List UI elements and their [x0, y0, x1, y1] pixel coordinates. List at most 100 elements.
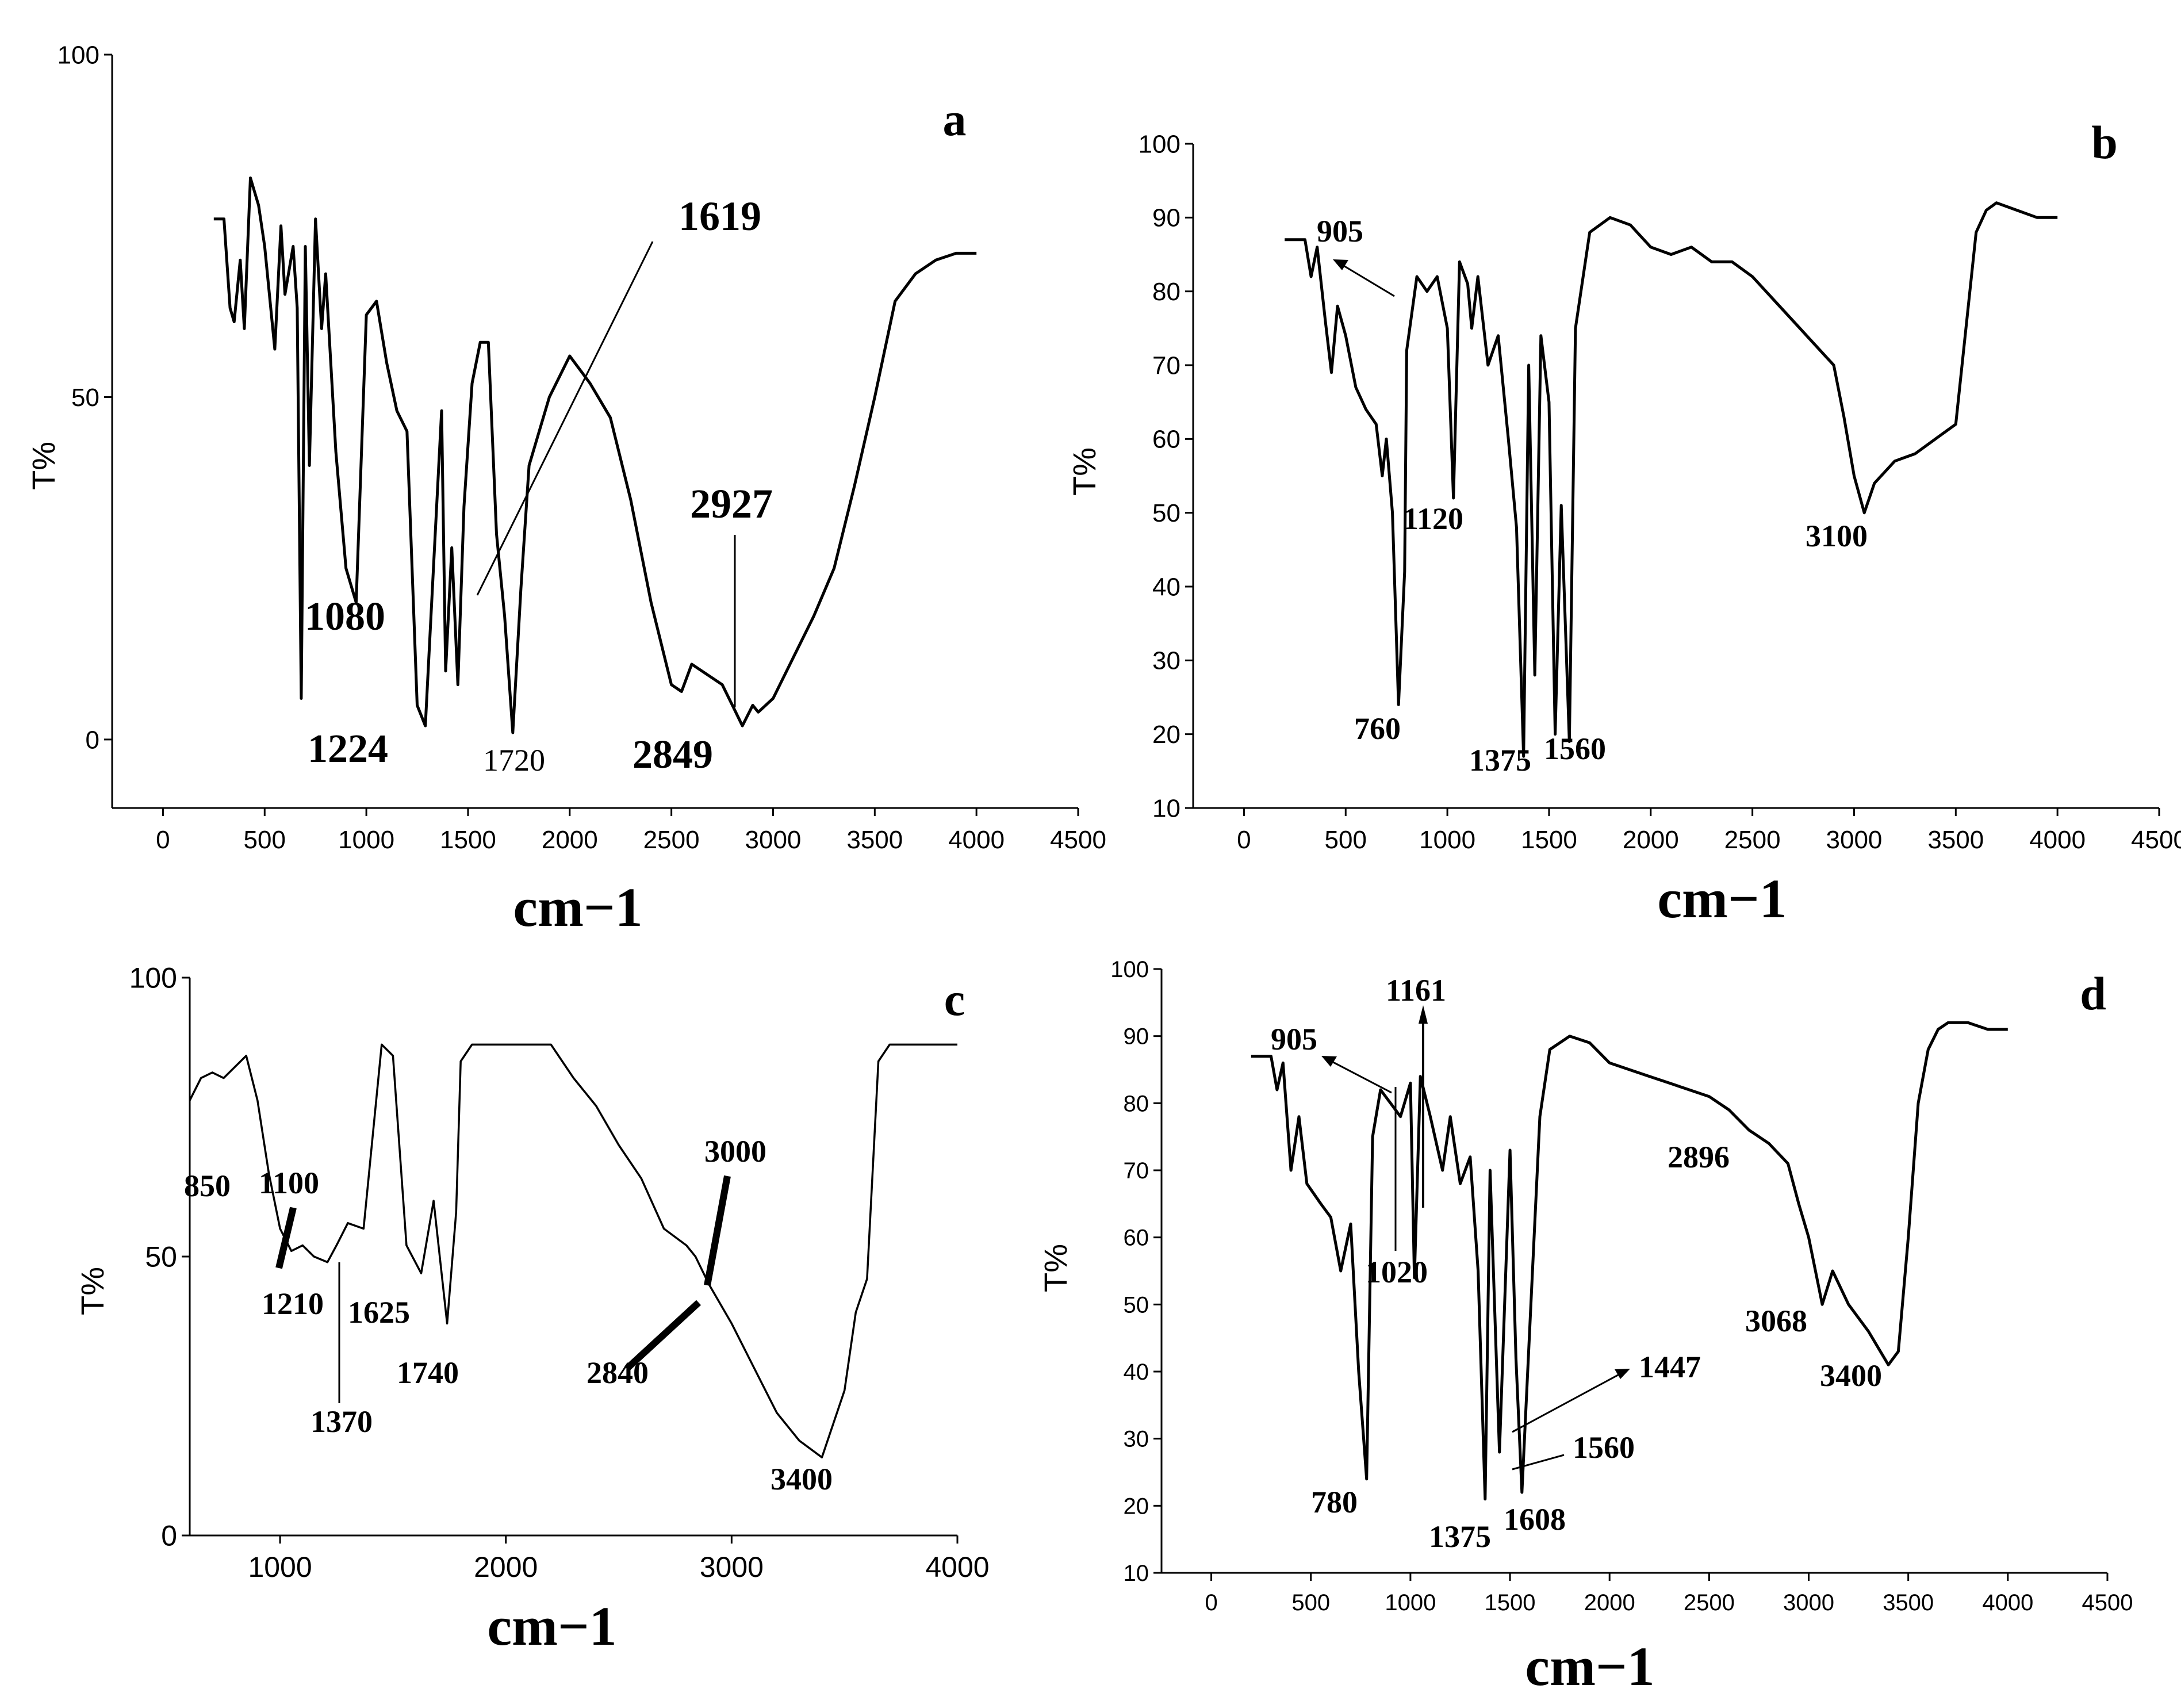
annotation-3400: 3400 [771, 1462, 833, 1496]
annotation-1100: 1100 [259, 1166, 319, 1200]
y-tick-label: 20 [1152, 721, 1180, 749]
y-tick-label: 50 [1152, 499, 1180, 527]
annotation-2927: 2927 [690, 481, 773, 527]
annotation-905: 905 [1271, 1022, 1317, 1056]
y-tick-label: 100 [1110, 957, 1149, 982]
y-tick-label: 80 [1124, 1091, 1149, 1116]
annotation-2896: 2896 [1668, 1140, 1730, 1174]
x-tick-label: 3000 [700, 1551, 764, 1583]
y-tick-label: 60 [1152, 426, 1180, 454]
x-tick-label: 3500 [846, 826, 903, 854]
annotation-780: 780 [1311, 1485, 1358, 1519]
panel-a: a T% cm−1 0 500 1000 1500 2000 2500 3000 3500 40… [25, 41, 1106, 938]
annotation-1619: 1619 [679, 193, 761, 239]
x-tick-label: 0 [1205, 1590, 1217, 1615]
y-tick-label: 100 [1139, 130, 1180, 158]
annotation-arrow-905 [1325, 1057, 1392, 1094]
panel-d-series [1251, 1021, 2008, 1501]
annotation-1080: 1080 [305, 595, 385, 639]
spectrum-line-a [213, 176, 977, 734]
annotation-leader-1560 [1512, 1454, 1565, 1470]
y-tick-label: 20 [1124, 1493, 1149, 1519]
annotation-arrow-1447 [1512, 1370, 1625, 1433]
x-tick-label: 4500 [1050, 826, 1106, 854]
annotation-905: 905 [1317, 214, 1363, 248]
panel-b-annotations: 905 1120 760 1375 1560 3100 [1317, 214, 1868, 778]
panel-b-label: b [2091, 116, 2118, 168]
panel-c-series [189, 1043, 957, 1458]
spectrum-line-c [189, 1043, 957, 1458]
panel-d-axes: 0 500 1000 1500 2000 2500 3000 3500 4000 45001020… [1110, 957, 2133, 1615]
annotation-1375: 1375 [1469, 743, 1531, 778]
annotation-1625: 1625 [348, 1295, 410, 1330]
annotation-1020: 1020 [1366, 1255, 1428, 1289]
y-tick-label: 10 [1152, 794, 1180, 822]
x-tick-label: 2000 [474, 1551, 538, 1583]
annotation-arrowhead-905 [1321, 1056, 1337, 1067]
y-tick-label: 50 [1124, 1292, 1149, 1318]
x-tick-label: 2500 [643, 826, 700, 854]
panel-c-xlabel: cm−1 [487, 1595, 616, 1657]
annotation-1370: 1370 [311, 1404, 373, 1439]
x-tick-label: 2000 [1584, 1590, 1635, 1615]
x-tick-label: 4000 [1982, 1590, 2033, 1615]
panel-a-ylabel: T% [25, 442, 62, 490]
annotation-1210: 1210 [262, 1286, 324, 1321]
x-tick-label: 1000 [1385, 1590, 1436, 1615]
y-tick-label: 30 [1152, 647, 1180, 675]
x-tick-label: 3000 [745, 826, 802, 854]
annotation-bar-2840 [624, 1300, 702, 1372]
annotation-arrowhead-1161 [1419, 1005, 1428, 1024]
annotation-2849: 2849 [633, 733, 713, 777]
annotation-3400: 3400 [1820, 1358, 1882, 1393]
panel-c-ylabel: T% [74, 1267, 110, 1315]
y-tick-label: 50 [145, 1241, 177, 1273]
annotation-1120: 1120 [1403, 501, 1463, 536]
annotation-3068: 3068 [1745, 1304, 1807, 1338]
x-tick-label: 3000 [1826, 826, 1883, 854]
x-tick-label: 0 [156, 826, 170, 854]
annotation-1560: 1560 [1544, 732, 1606, 766]
panel-b: b T% cm−1 0 500 1000 1500 2000 2500 3000 3500 40… [1066, 116, 2181, 929]
x-tick-label: 4000 [2029, 826, 2086, 854]
x-tick-label: 1500 [1485, 1590, 1536, 1615]
y-tick-label: 40 [1124, 1359, 1149, 1385]
y-tick-label: 50 [71, 384, 99, 412]
y-tick-label: 40 [1152, 573, 1180, 601]
x-tick-label: 1000 [1419, 826, 1475, 854]
x-tick-label: 2500 [1724, 826, 1781, 854]
panel-a-axes: 0 500 1000 1500 2000 2500 3000 3500 4000 4500 0 50 1… [58, 41, 1106, 854]
annotation-1560: 1560 [1573, 1430, 1635, 1465]
annotation-arrowhead-905 [1333, 259, 1348, 270]
y-tick-label: 70 [1152, 351, 1180, 380]
annotation-1447: 1447 [1639, 1350, 1701, 1384]
panel-d-label: d [2080, 967, 2106, 1020]
x-tick-label: 1000 [338, 826, 394, 854]
panel-d-annotations: 905 1161 1020 780 1375 1608 1447 1560 28… [1271, 973, 1882, 1554]
annotation-760: 760 [1354, 711, 1401, 746]
x-tick-label: 2000 [1623, 826, 1679, 854]
annotation-2840: 2840 [587, 1355, 649, 1390]
panel-b-axes: 0 500 1000 1500 2000 2500 3000 3500 4000 4500 10 20… [1139, 130, 2181, 854]
annotation-3000: 3000 [704, 1134, 766, 1169]
panel-c: c T% cm−1 1000 2000 3000 4000 0 50 100 850 110… [74, 962, 990, 1657]
annotation-1224: 1224 [308, 727, 388, 771]
annotation-3100: 3100 [1806, 519, 1868, 553]
spectrum-line-b [1285, 201, 2058, 758]
annotation-1375: 1375 [1429, 1519, 1491, 1554]
panel-b-series [1285, 201, 2058, 758]
x-tick-label: 2000 [542, 826, 598, 854]
annotation-leader-1619 [476, 241, 654, 596]
panel-c-axes: 1000 2000 3000 4000 0 50 100 [129, 962, 990, 1584]
panel-a-annotations: 1080 1224 1720 1619 2927 2849 [305, 193, 773, 778]
spectrum-line-d [1251, 1021, 2008, 1501]
y-tick-label: 30 [1124, 1427, 1149, 1452]
x-tick-label: 4000 [948, 826, 1005, 854]
panel-b-ylabel: T% [1066, 447, 1102, 496]
y-tick-label: 60 [1124, 1226, 1149, 1251]
panel-c-label: c [944, 973, 965, 1025]
x-tick-label: 1500 [440, 826, 496, 854]
y-tick-label: 90 [1152, 204, 1180, 232]
